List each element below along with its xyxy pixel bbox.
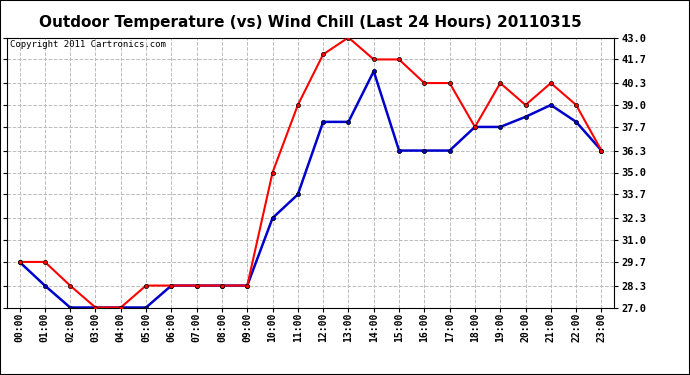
Text: Copyright 2011 Cartronics.com: Copyright 2011 Cartronics.com — [10, 40, 166, 49]
Text: Outdoor Temperature (vs) Wind Chill (Last 24 Hours) 20110315: Outdoor Temperature (vs) Wind Chill (Las… — [39, 15, 582, 30]
